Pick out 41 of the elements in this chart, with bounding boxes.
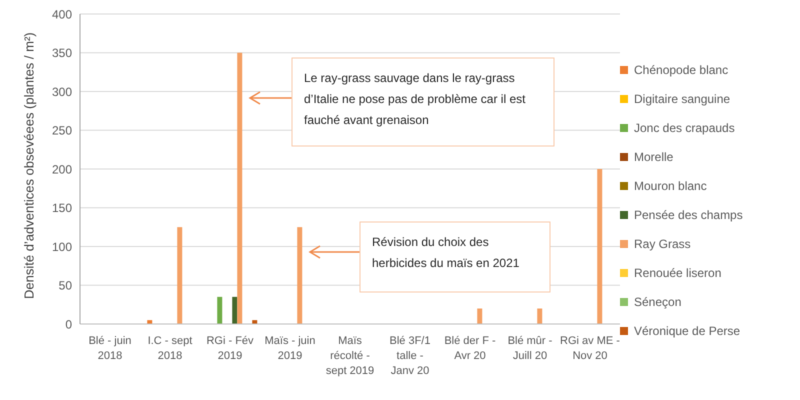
y-tick-label: 250 (52, 124, 72, 138)
bar (237, 52, 242, 324)
bar (217, 296, 222, 324)
legend-label: Séneçon (633, 294, 682, 310)
x-tick-label: Blé - juin 2018 (88, 335, 132, 362)
y-tick-label: 300 (52, 84, 72, 99)
legend-label: Ray Grass (633, 236, 692, 252)
y-tick-label: 350 (52, 46, 72, 60)
bar (147, 320, 152, 324)
legend-label: Morelle (633, 148, 674, 166)
legend-label: Véronique de Perse (633, 322, 742, 340)
legend-label: Jonc des crapauds (633, 120, 736, 136)
annotation: Révision du choix des herbicides du maïs en 2021 (372, 235, 520, 270)
bar (537, 308, 542, 324)
y-tick-label: 400 (52, 7, 72, 22)
legend-label: Renouée liseron (633, 264, 722, 282)
bar (177, 227, 182, 324)
x-tick-label: RGi - Fév 2019 (206, 335, 254, 362)
legend-label: Pensée des champs (633, 206, 744, 224)
y-tick-label: 0 (65, 317, 72, 332)
x-tick-label: Maïs récolté - sept 2019 (326, 335, 374, 377)
x-tick-label: Maïs - juin 2019 (264, 335, 316, 362)
legend-label: Digitaire sanguine (633, 90, 732, 108)
x-tick-label: Blé der F - Avr 20 (444, 335, 496, 362)
x-tick-label: I.C - sept 2018 (148, 335, 192, 362)
y-tick-label: 200 (52, 162, 72, 176)
bar (232, 296, 238, 324)
y-tick-label: 100 (52, 240, 72, 254)
legend-label: Mouron blanc (633, 178, 708, 194)
y-axis-title: Densité d’adventices obsevéees (plantes / m²) (22, 32, 37, 299)
bar (252, 320, 258, 324)
annotation: Le ray-grass sauvage dans le ray-grass d’Italie ne pose pas de problème car il est fauché avant grenaison (304, 71, 526, 127)
x-tick-label: Blé mûr - Juill 20 (508, 335, 553, 362)
x-tick-label: RGi av ME - Nov 20 (560, 335, 620, 362)
y-tick-label: 50 (58, 278, 72, 293)
bar (477, 308, 482, 324)
bar (297, 227, 302, 324)
legend-label: Chénopode blanc (633, 62, 730, 78)
x-tick-label: Blé 3F/1 talle - Janv 20 (390, 335, 430, 377)
bar (597, 169, 602, 324)
y-tick-label: 150 (52, 201, 72, 216)
